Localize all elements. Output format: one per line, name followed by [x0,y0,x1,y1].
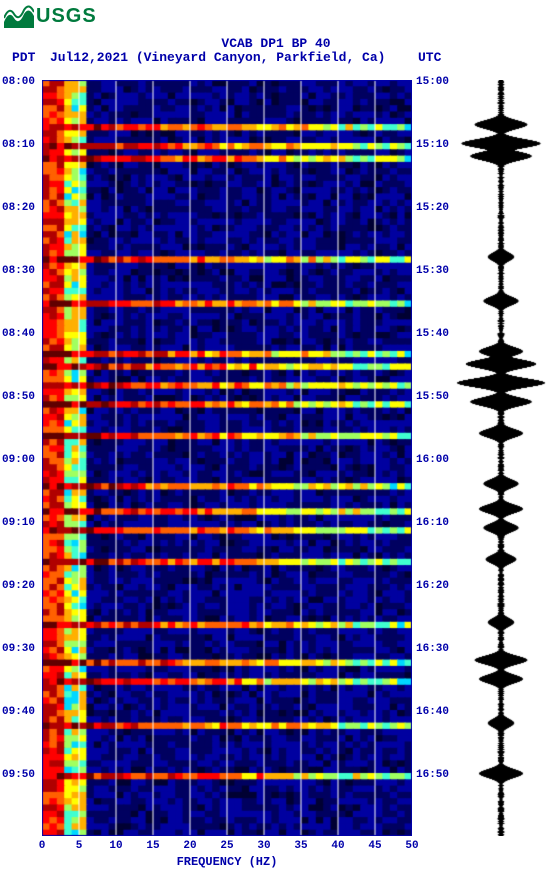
y-tick-left: 08:00 [2,76,35,88]
y-tick-right: 16:20 [416,580,449,592]
tz-left-label: PDT [12,50,35,65]
chart-title: VCAB DP1 BP 40 [0,36,552,51]
x-tick: 5 [76,840,83,852]
x-tick: 25 [220,840,233,852]
spectrogram-chart [42,80,412,836]
y-tick-right: 16:10 [416,517,449,529]
x-tick: 50 [405,840,418,852]
y-tick-left: 08:30 [2,265,35,277]
y-tick-right: 15:40 [416,328,449,340]
y-tick-right: 16:40 [416,706,449,718]
waveform-trace [456,80,546,836]
y-tick-right: 15:00 [416,76,449,88]
y-tick-left: 09:20 [2,580,35,592]
y-tick-right: 15:50 [416,391,449,403]
spectrogram-canvas [42,80,412,836]
logo-text: USGS [36,5,97,28]
y-tick-left: 09:30 [2,643,35,655]
y-tick-right: 16:00 [416,454,449,466]
y-tick-right: 15:10 [416,139,449,151]
usgs-logo: USGS [4,4,97,28]
x-tick: 30 [257,840,270,852]
x-tick: 35 [294,840,307,852]
x-tick: 10 [109,840,122,852]
x-tick: 45 [368,840,381,852]
date-location: Jul12,2021 (Vineyard Canyon, Parkfield, … [50,50,385,65]
y-tick-left: 08:20 [2,202,35,214]
x-tick: 40 [331,840,344,852]
x-axis-label: FREQUENCY (HZ) [42,855,412,869]
tz-right-label: UTC [418,50,441,65]
y-tick-left: 09:10 [2,517,35,529]
y-tick-right: 15:20 [416,202,449,214]
y-tick-left: 08:10 [2,139,35,151]
x-tick: 15 [146,840,159,852]
y-tick-left: 08:40 [2,328,35,340]
waveform-canvas [456,80,546,836]
y-tick-left: 09:50 [2,769,35,781]
wave-icon [4,4,34,28]
y-tick-left: 08:50 [2,391,35,403]
y-tick-right: 16:50 [416,769,449,781]
y-tick-right: 16:30 [416,643,449,655]
y-tick-left: 09:00 [2,454,35,466]
x-tick: 20 [183,840,196,852]
y-tick-right: 15:30 [416,265,449,277]
y-tick-left: 09:40 [2,706,35,718]
x-tick: 0 [39,840,46,852]
